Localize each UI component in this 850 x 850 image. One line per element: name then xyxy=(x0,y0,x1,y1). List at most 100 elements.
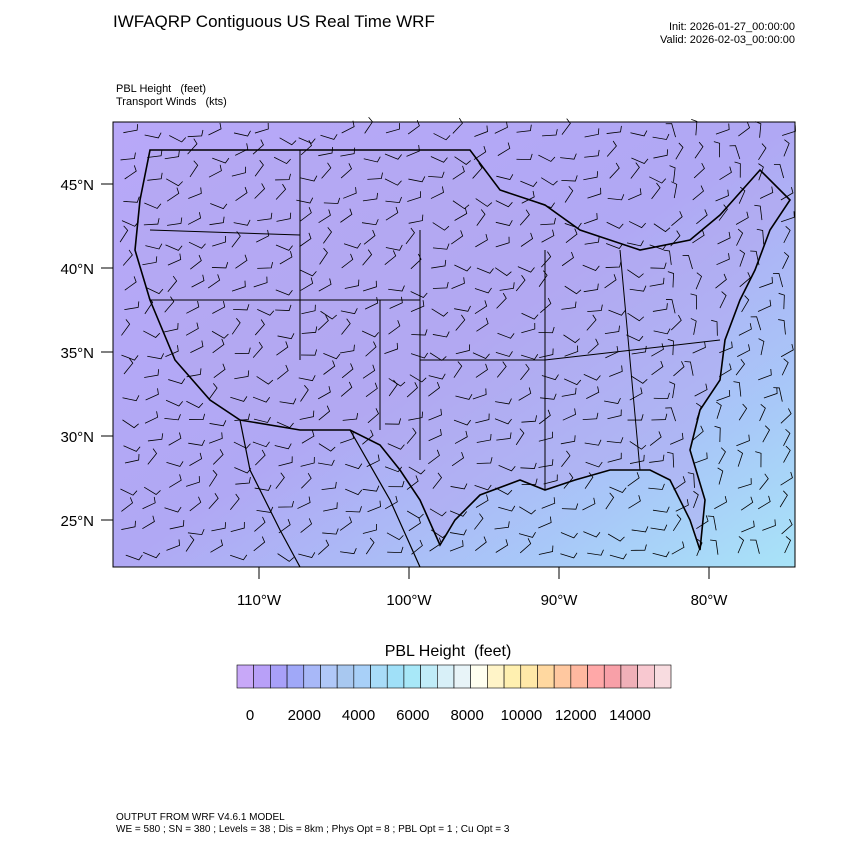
colorbar-box xyxy=(403,664,421,689)
wind-barb xyxy=(499,282,515,291)
wind-barb xyxy=(498,464,516,472)
wind-barb xyxy=(475,363,488,378)
wind-barb xyxy=(517,266,535,273)
wind-barb xyxy=(739,272,751,288)
wind-barb xyxy=(587,549,604,556)
init-time: Init: 2026-01-27_00:00:00 xyxy=(669,21,795,33)
wind-barb xyxy=(406,475,419,490)
wind-barb xyxy=(169,520,185,530)
wind-barb xyxy=(560,435,576,445)
wind-barb xyxy=(630,375,648,384)
wind-barb xyxy=(276,212,292,222)
wind-barb xyxy=(187,528,205,536)
wind-barb xyxy=(429,352,447,361)
wind-barb xyxy=(560,552,578,559)
lon-tick-label: 90°W xyxy=(541,592,579,609)
colorbar-box xyxy=(320,664,338,689)
wind-barb xyxy=(455,344,471,355)
wind-barb xyxy=(741,520,755,533)
wind-barb xyxy=(340,548,357,555)
wind-barb xyxy=(275,289,293,296)
wind-barb xyxy=(627,269,644,279)
wind-barb xyxy=(254,159,264,177)
wind-barb xyxy=(649,431,662,446)
wind-barb xyxy=(388,379,398,397)
wind-barb xyxy=(670,432,684,445)
wind-barb xyxy=(166,178,183,187)
wind-barb xyxy=(474,484,492,491)
wind-barb xyxy=(125,554,143,561)
wind-barb xyxy=(521,190,535,204)
colorbar-box xyxy=(603,664,622,689)
wind-barb xyxy=(300,139,312,156)
wind-barb xyxy=(475,413,490,424)
wind-barb xyxy=(564,186,574,203)
colorbar-box xyxy=(353,664,371,689)
colorbar-label: 10000 xyxy=(501,707,543,724)
wind-barb xyxy=(653,149,668,159)
wind-barb xyxy=(758,163,764,181)
wind-barb xyxy=(560,532,578,539)
wind-barb xyxy=(497,332,515,339)
wind-barb xyxy=(675,142,684,160)
wind-barb xyxy=(717,467,724,485)
wind-barb xyxy=(320,134,338,140)
wind-barb xyxy=(607,452,622,463)
wind-barb xyxy=(450,483,468,490)
wind-barb xyxy=(186,368,202,378)
wind-barb xyxy=(341,120,355,134)
wind-barb xyxy=(630,544,647,551)
wind-barb xyxy=(694,383,708,397)
wind-barb xyxy=(476,433,492,443)
wind-barb xyxy=(323,360,336,375)
wind-barb xyxy=(608,309,626,316)
wind-barb xyxy=(494,267,512,277)
wind-barb xyxy=(734,161,741,178)
wind-barb xyxy=(318,539,330,555)
wind-barb xyxy=(756,228,765,245)
wind-barb xyxy=(189,160,199,178)
wind-barb xyxy=(189,452,203,466)
wind-barb xyxy=(453,361,463,378)
wind-barb xyxy=(189,496,202,512)
colorbar-box xyxy=(270,664,288,689)
colorbar-label: 12000 xyxy=(555,707,597,724)
wind-barb xyxy=(318,405,331,421)
wind-barb xyxy=(365,382,378,397)
wind-barb xyxy=(343,242,362,249)
wind-barb xyxy=(341,253,354,269)
wind-barb xyxy=(299,232,312,247)
wind-barb xyxy=(684,361,694,376)
wind-barb xyxy=(740,496,754,511)
wind-barb xyxy=(541,251,552,268)
wind-barb xyxy=(189,413,206,420)
wind-barb xyxy=(604,397,621,404)
wind-barb xyxy=(144,202,162,209)
wind-barb xyxy=(123,124,139,134)
wind-barb xyxy=(693,162,705,179)
wind-barb xyxy=(208,469,218,487)
wind-barb xyxy=(495,220,513,227)
wind-barb xyxy=(362,429,374,445)
wind-barb xyxy=(186,300,200,314)
wind-barb xyxy=(318,209,331,224)
wind-barb xyxy=(672,514,682,532)
wind-barb xyxy=(692,185,704,201)
wind-barb xyxy=(627,312,645,322)
wind-barb xyxy=(165,244,183,251)
wind-barb xyxy=(564,285,582,295)
wind-barb xyxy=(631,157,649,165)
wind-barb xyxy=(144,369,160,378)
wind-barb xyxy=(539,348,554,359)
wind-barb xyxy=(230,554,248,561)
wind-barb xyxy=(211,330,229,339)
wind-barb xyxy=(164,506,182,513)
wind-barb xyxy=(653,223,671,233)
wind-barb xyxy=(385,196,402,204)
wind-barb xyxy=(430,156,448,163)
wind-barb xyxy=(451,277,465,290)
wind-barb xyxy=(123,358,134,375)
wind-barb xyxy=(124,301,140,311)
wind-barb xyxy=(300,456,315,467)
colorbar-box xyxy=(503,664,522,689)
